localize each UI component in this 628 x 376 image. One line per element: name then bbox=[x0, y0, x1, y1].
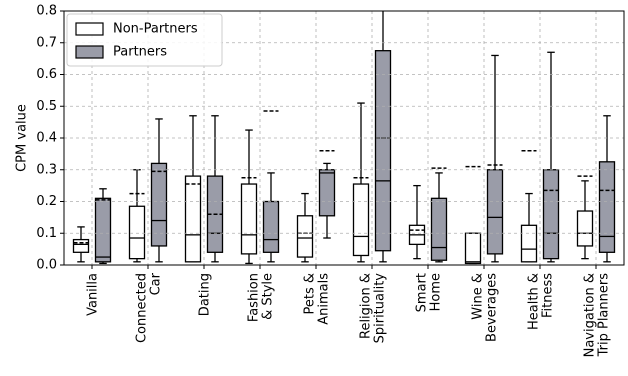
box bbox=[296, 215, 314, 258]
x-tick-label-line: Pets & bbox=[302, 273, 317, 315]
x-tick-label-line: Trip Planners bbox=[597, 273, 612, 358]
x-tick-label-line: Health & bbox=[526, 273, 541, 330]
x-tick-label-line: Spirituality bbox=[373, 273, 388, 344]
box bbox=[464, 232, 482, 265]
legend-label: Partners bbox=[113, 45, 167, 60]
plot-frame bbox=[63, 10, 625, 266]
box bbox=[576, 210, 594, 247]
y-tick-label: 0.8 bbox=[36, 4, 57, 19]
x-tick-label: Wine &Beverages bbox=[470, 273, 499, 342]
box bbox=[318, 169, 336, 217]
x-tick-label-line: Religion & bbox=[358, 273, 373, 339]
box bbox=[430, 197, 448, 261]
x-tick-label: Religion &Spirituality bbox=[358, 273, 387, 344]
y-tick-label: 0.5 bbox=[36, 99, 57, 114]
legend-label: Non-Partners bbox=[113, 22, 198, 37]
x-tick-label-line: Fitness bbox=[541, 273, 556, 318]
box bbox=[374, 50, 392, 252]
box bbox=[240, 183, 258, 255]
box bbox=[520, 224, 538, 263]
x-tick-label-line: Home bbox=[429, 273, 444, 311]
x-tick-label-line: Vanilla bbox=[86, 273, 101, 316]
x-tick-label-line: & Style bbox=[261, 273, 276, 320]
box bbox=[598, 161, 616, 253]
x-tick-label: Fashion& Style bbox=[246, 273, 275, 322]
box bbox=[94, 197, 112, 263]
box bbox=[184, 175, 202, 263]
box bbox=[542, 169, 560, 260]
legend-frame bbox=[66, 13, 223, 67]
x-tick-label-line: Fashion bbox=[246, 273, 261, 322]
x-tick-label-line: Beverages bbox=[485, 273, 500, 342]
box bbox=[72, 238, 90, 253]
x-tick-label: Vanilla bbox=[86, 273, 101, 316]
x-tick-label: Health &Fitness bbox=[526, 273, 555, 330]
box bbox=[352, 183, 370, 257]
x-tick-label-line: Dating bbox=[198, 273, 213, 316]
x-tick-label: SmartHome bbox=[414, 273, 443, 312]
box bbox=[128, 205, 146, 260]
y-tick-label: 0.3 bbox=[36, 162, 57, 177]
x-tick-label: Pets &Animals bbox=[302, 273, 331, 325]
x-tick-label-line: Animals bbox=[317, 273, 332, 325]
y-tick-label: 0.2 bbox=[36, 194, 57, 209]
y-tick-label: 0.1 bbox=[36, 226, 57, 241]
legend-swatch bbox=[75, 45, 104, 59]
y-axis-label: CPM value bbox=[15, 104, 30, 172]
y-tick-label: 0.0 bbox=[36, 258, 57, 273]
x-tick-label: Navigation &Trip Planners bbox=[582, 273, 611, 358]
y-tick-label: 0.7 bbox=[36, 35, 57, 50]
box bbox=[150, 162, 168, 247]
x-tick-label-line: Car bbox=[149, 272, 164, 295]
x-tick-label-line: Wine & bbox=[470, 273, 485, 320]
x-tick-label-line: Smart bbox=[414, 273, 429, 312]
box bbox=[262, 200, 280, 253]
x-tick-label: Dating bbox=[198, 273, 213, 316]
x-tick-label: ConnectedCar bbox=[134, 272, 163, 343]
x-tick-label-line: Navigation & bbox=[582, 273, 597, 357]
y-tick-label: 0.4 bbox=[36, 131, 57, 146]
legend-swatch bbox=[75, 22, 104, 36]
x-tick-label-line: Connected bbox=[134, 273, 149, 343]
y-tick-label: 0.6 bbox=[36, 67, 57, 82]
box bbox=[486, 169, 504, 255]
